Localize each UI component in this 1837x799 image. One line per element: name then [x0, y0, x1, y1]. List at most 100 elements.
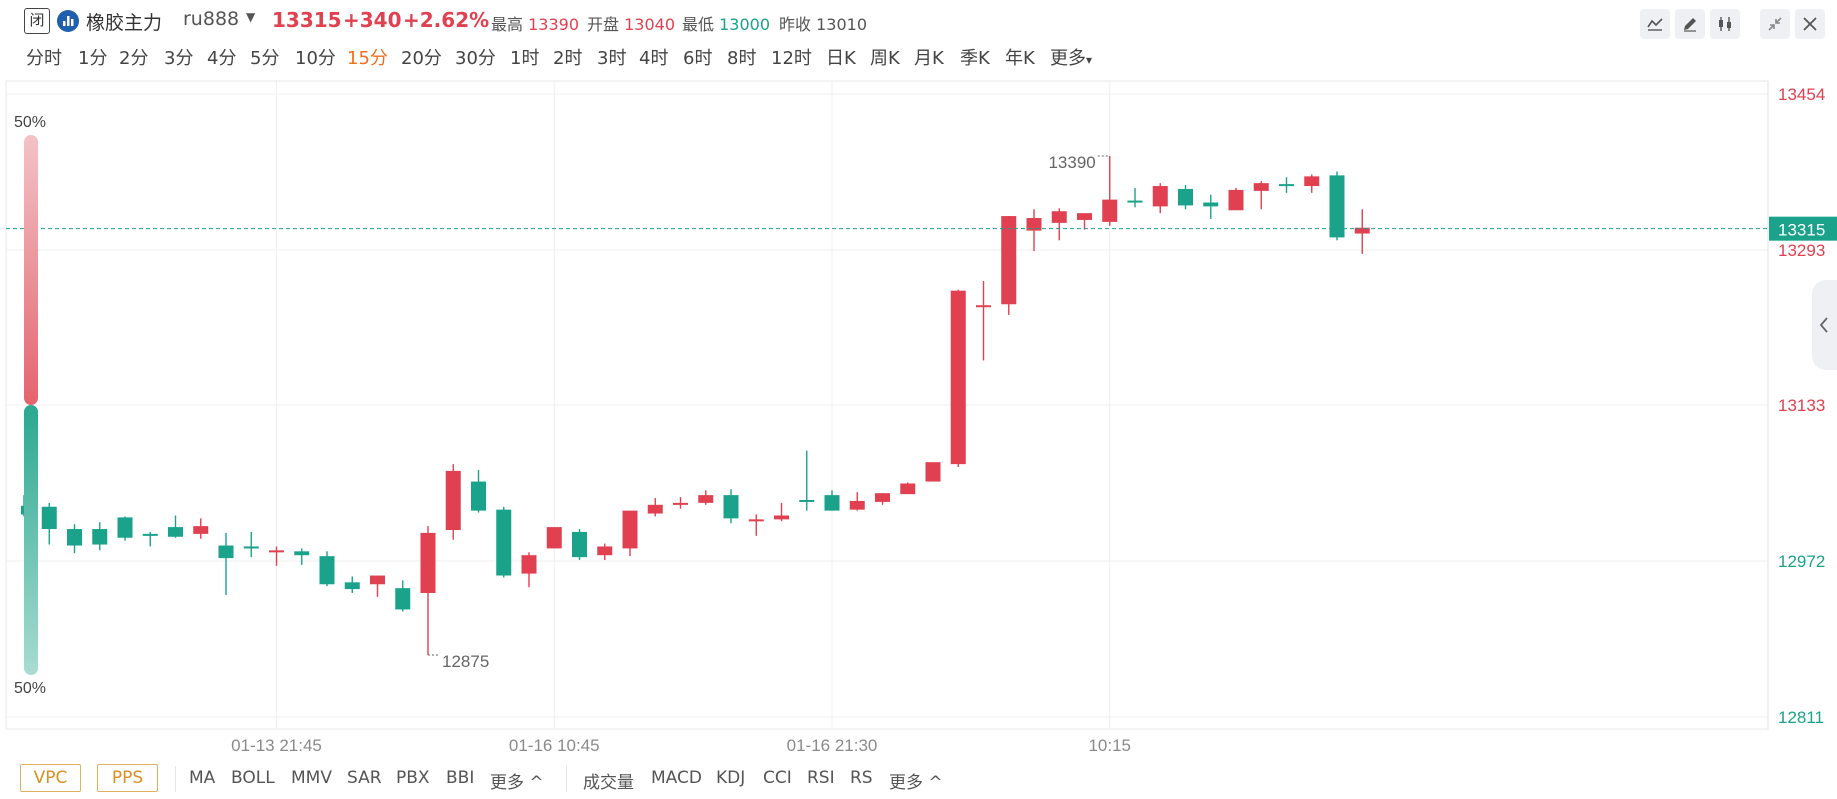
indicator-ma[interactable]: MA	[189, 768, 216, 788]
symbol-dropdown-icon[interactable]: ▼	[246, 10, 256, 24]
candle-body	[92, 529, 108, 545]
indicator-volume[interactable]: 成交量	[583, 773, 634, 793]
interval-tab[interactable]: 20分	[401, 48, 442, 69]
candle-body	[875, 493, 890, 502]
interval-tab[interactable]: 30分	[455, 48, 496, 69]
chevron-left-icon	[1819, 317, 1828, 333]
indicator-cci[interactable]: CCI	[763, 768, 792, 788]
interval-tab[interactable]: 2时	[553, 48, 583, 69]
x-tick-label: 01-13 21:45	[231, 736, 322, 755]
last-price-tag-label: 13315	[1778, 221, 1825, 240]
low-label: 最低	[682, 15, 715, 34]
candle-body	[142, 533, 158, 536]
indicator-bbi[interactable]: BBI	[446, 768, 475, 788]
more-label: 更多	[889, 773, 923, 793]
interval-tab[interactable]: 年K	[1005, 48, 1035, 69]
indicator-bar: VPC PPS MA BOLL MMV SAR PBX BBI 更多 ^ 成交量…	[0, 760, 1837, 796]
indicator-rsi[interactable]: RSI	[807, 768, 835, 788]
vpc-button[interactable]: VPC	[20, 764, 81, 792]
indicator-boll[interactable]: BOLL	[231, 768, 275, 788]
candle-body	[395, 588, 411, 610]
high-stat: 最高 13390	[491, 11, 579, 35]
interval-tab[interactable]: 1分	[78, 48, 108, 69]
indicator-kdj[interactable]: KDJ	[716, 768, 746, 788]
interval-tab[interactable]: 季K	[960, 48, 990, 69]
side-panel-toggle[interactable]	[1812, 280, 1837, 370]
candlestick-icon[interactable]	[1710, 9, 1740, 39]
candle-body	[799, 499, 815, 502]
x-tick-label: 01-16 21:30	[787, 736, 878, 755]
divider	[566, 766, 567, 792]
candle-body	[1304, 176, 1320, 187]
candle-body	[218, 545, 234, 559]
candle-body	[319, 556, 335, 585]
gauge-top-label: 50%	[14, 114, 46, 131]
candle-body	[849, 500, 865, 510]
market-closed-badge: 闭	[24, 8, 50, 34]
candle-body	[521, 555, 537, 574]
interval-tab[interactable]: 分时	[26, 48, 62, 69]
interval-tab[interactable]: 10分	[295, 48, 336, 69]
gauge-down-bar	[24, 405, 38, 675]
more-sub-indicators[interactable]: 更多 ^	[889, 768, 943, 793]
pps-button[interactable]: PPS	[97, 764, 158, 792]
candle-body	[117, 517, 133, 538]
interval-tab[interactable]: 月K	[914, 48, 944, 69]
y-tick-label: 13454	[1778, 85, 1825, 104]
divider	[175, 766, 176, 792]
symbol-name[interactable]: 橡胶主力	[86, 12, 163, 34]
candle-body	[900, 483, 916, 495]
interval-tab[interactable]: 3分	[164, 48, 194, 69]
interval-tab[interactable]: 12时	[771, 48, 812, 69]
interval-tab[interactable]: 5分	[250, 48, 280, 69]
interval-tab[interactable]: 2分	[119, 48, 149, 69]
indicator-rs[interactable]: RS	[850, 768, 873, 788]
candle-body	[1152, 186, 1168, 207]
candle-body	[824, 495, 840, 511]
candle-body	[976, 305, 991, 308]
interval-tab[interactable]: 更多▾	[1050, 48, 1093, 69]
interval-tab[interactable]: 6时	[683, 48, 713, 69]
close-icon[interactable]	[1795, 9, 1825, 39]
interval-tab[interactable]: 8时	[727, 48, 757, 69]
interval-tab[interactable]: 3时	[597, 48, 627, 69]
more-main-indicators[interactable]: 更多 ^	[490, 768, 544, 793]
symbol-code[interactable]: ru888	[183, 8, 240, 30]
chevron-up-icon: ^	[524, 773, 544, 793]
y-tick-label: 12972	[1778, 552, 1825, 571]
interval-tab[interactable]: 4分	[207, 48, 237, 69]
candle-body	[622, 510, 638, 549]
interval-tab[interactable]: 15分	[347, 48, 388, 69]
gauge-bottom-label: 50%	[14, 680, 46, 697]
open-label: 开盘	[587, 15, 620, 34]
indicator-pbx[interactable]: PBX	[396, 768, 430, 788]
high-label: 最高	[491, 15, 524, 34]
candle-body	[1026, 218, 1042, 231]
interval-tab[interactable]: 日K	[826, 48, 856, 69]
quote-header: 闭 橡胶主力 ru888 ▼ 13315 +340 +2.62% 最高 1339…	[0, 0, 1837, 40]
candle-body	[1178, 188, 1193, 206]
candle-body	[67, 529, 82, 546]
candle-body	[1077, 213, 1092, 220]
exchange-logo-icon	[57, 10, 79, 32]
candle-body	[243, 546, 259, 549]
candle-body	[572, 531, 587, 558]
line-tool-icon[interactable]	[1640, 9, 1670, 39]
indicator-sar[interactable]: SAR	[347, 768, 382, 788]
low-annotation: 12875	[442, 652, 489, 671]
more-label: 更多	[490, 773, 524, 793]
pencil-icon[interactable]	[1675, 9, 1705, 39]
open-stat: 开盘 13040	[587, 11, 675, 35]
interval-tabs: 分时 1分 2分 3分 4分 5分 10分 15分 20分 30分 1时 2时 3时 4时 6时 8时 12时日…	[0, 42, 1200, 72]
shrink-icon[interactable]	[1760, 9, 1790, 39]
candle-body	[950, 290, 966, 465]
indicator-macd[interactable]: MACD	[651, 768, 702, 788]
indicator-mmv[interactable]: MMV	[291, 768, 332, 788]
interval-tab[interactable]: 4时	[639, 48, 669, 69]
high-annotation: 13390	[1048, 153, 1095, 172]
candle-body	[370, 575, 385, 585]
interval-tab[interactable]: 周K	[870, 48, 900, 69]
price-change-percent: +2.62%	[403, 8, 490, 32]
interval-tab[interactable]: 1时	[510, 48, 540, 69]
